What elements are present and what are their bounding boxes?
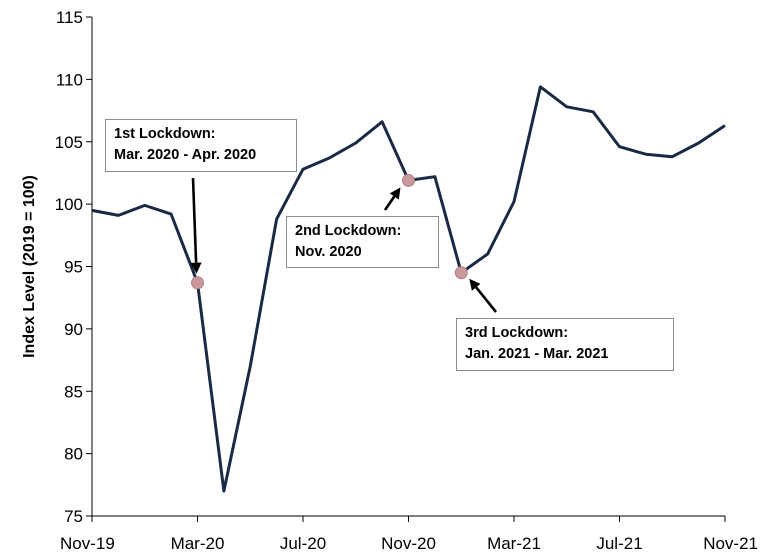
y-tick-label: 75: [64, 507, 83, 526]
annotation-title: 1st Lockdown:: [114, 126, 216, 142]
y-tick-label: 80: [64, 445, 83, 464]
annotation-3rd-lockdown: 3rd Lockdown: Jan. 2021 - Mar. 2021: [456, 318, 674, 371]
x-axis-ticks: Nov-19 Mar-20 Jul-20 Nov-20 Mar-21 Jul-21 Nov-…: [60, 516, 758, 553]
annotation-arrow-head: [190, 262, 202, 274]
y-tick-label: 110: [56, 70, 83, 89]
lockdown-markers: [191, 173, 468, 290]
annotation-arrow-head: [389, 187, 401, 200]
y-tick-label: 115: [56, 8, 83, 27]
x-tick-label: Jul-20: [280, 534, 326, 553]
annotation-title: 3rd Lockdown:: [465, 325, 569, 341]
annotation-period: Nov. 2020: [295, 244, 362, 260]
y-axis-label: Index Level (2019 = 100): [21, 175, 38, 358]
x-tick-label: Mar-21: [487, 534, 541, 553]
lockdown-marker: [191, 276, 204, 290]
annotation-1st-lockdown: 1st Lockdown: Mar. 2020 - Apr. 2020: [105, 119, 297, 172]
annotation-arrow-head: [469, 278, 481, 291]
lockdown-marker: [402, 173, 415, 187]
x-tick-label: Nov-21: [703, 534, 758, 553]
annotation-period: Jan. 2021 - Mar. 2021: [465, 346, 609, 362]
x-tick-label: Nov-20: [381, 534, 436, 553]
annotation-2nd-lockdown: 2nd Lockdown: Nov. 2020: [286, 216, 439, 268]
y-tick-label: 105: [55, 133, 83, 152]
x-tick-label: Mar-20: [171, 534, 225, 553]
y-tick-label: 90: [64, 320, 83, 339]
annotation-arrow-shaft: [191, 177, 198, 263]
annotation-arrow-shaft: [475, 286, 498, 313]
x-tick-label: Nov-19: [60, 534, 115, 553]
y-tick-label: 95: [64, 258, 83, 277]
annotation-arrows: [190, 177, 498, 313]
lockdown-marker: [454, 266, 468, 280]
y-axis-ticks: 75 80 85 90 95 100 105 110 115: [55, 8, 92, 526]
annotation-period: Mar. 2020 - Apr. 2020: [114, 147, 257, 163]
annotation-title: 2nd Lockdown:: [295, 223, 402, 239]
annotation-arrow-shaft: [383, 195, 396, 211]
y-tick-label: 85: [64, 382, 83, 401]
x-tick-label: Jul-21: [596, 534, 642, 553]
y-tick-label: 100: [55, 195, 83, 214]
